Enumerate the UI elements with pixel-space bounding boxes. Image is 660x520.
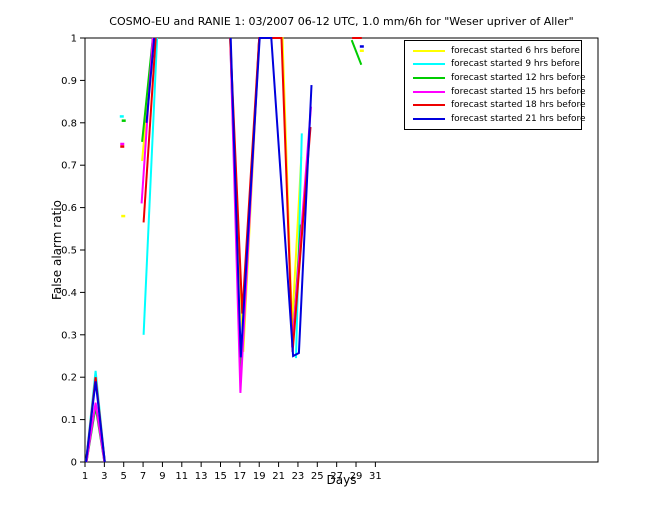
y-tick-label: 0.7 xyxy=(61,161,77,172)
y-tick-label: 0.1 xyxy=(61,415,77,426)
legend-label: forecast started 21 hrs before xyxy=(451,114,586,125)
legend-item: forecast started 15 hrs before xyxy=(405,85,586,98)
x-tick-label: 21 xyxy=(272,471,285,482)
legend-label: forecast started 18 hrs before xyxy=(451,100,586,111)
y-tick-label: 0.5 xyxy=(61,246,77,257)
x-tick-label: 23 xyxy=(292,471,305,482)
y-tick-label: 1 xyxy=(71,34,77,45)
x-tick-label: 25 xyxy=(311,471,324,482)
y-tick-label: 0.3 xyxy=(61,330,77,341)
legend-label: forecast started 12 hrs before xyxy=(451,73,586,84)
y-tick-label: 0.8 xyxy=(61,118,77,129)
y-tick-label: 0.6 xyxy=(61,203,77,214)
legend-line-swatch xyxy=(413,77,445,80)
y-tick-label: 0.4 xyxy=(61,288,77,299)
x-tick-label: 19 xyxy=(253,471,266,482)
legend-line-swatch xyxy=(413,49,445,52)
legend-label: forecast started 15 hrs before xyxy=(451,86,586,97)
legend-label: forecast started 6 hrs before xyxy=(451,45,580,56)
x-tick-label: 31 xyxy=(369,471,382,482)
x-tick-label: 9 xyxy=(159,471,165,482)
legend-item: forecast started 9 hrs before xyxy=(405,58,581,71)
series-line xyxy=(85,381,106,463)
series-line xyxy=(142,37,157,223)
legend-label: forecast started 9 hrs before xyxy=(451,59,580,70)
x-tick-label: 5 xyxy=(121,471,127,482)
x-tick-label: 17 xyxy=(234,471,247,482)
series-line xyxy=(350,39,363,66)
series-line xyxy=(85,402,106,463)
plot-title: COSMO-EU and RANIE 1: 03/2007 06-12 UTC,… xyxy=(109,15,574,28)
legend-item: forecast started 21 hrs before xyxy=(405,113,586,126)
legend-item: forecast started 12 hrs before xyxy=(405,72,586,85)
legend-line-swatch xyxy=(413,118,445,121)
x-tick-label: 15 xyxy=(214,471,227,482)
x-tick-label: 1 xyxy=(82,471,88,482)
y-axis-label: False alarm ratio xyxy=(50,200,64,300)
legend-item: forecast started 6 hrs before xyxy=(405,44,581,57)
y-tick-label: 0.2 xyxy=(61,373,77,384)
legend-line-swatch xyxy=(413,63,445,66)
y-tick-label: 0.9 xyxy=(61,76,77,87)
x-tick-label: 29 xyxy=(350,471,363,482)
legend-line-swatch xyxy=(413,90,445,93)
x-tick-label: 3 xyxy=(101,471,107,482)
x-tick-label: 11 xyxy=(175,471,188,482)
x-tick-label: 7 xyxy=(140,471,146,482)
legend-box: forecast started 6 hrs before forecast st… xyxy=(404,40,586,130)
x-tick-label: 13 xyxy=(195,471,208,482)
legend-item: forecast started 18 hrs before xyxy=(405,99,586,112)
series-line xyxy=(142,37,159,335)
series-line xyxy=(145,37,156,123)
y-tick-label: 0 xyxy=(71,458,77,469)
x-axis-label: Days xyxy=(326,473,357,487)
series-line xyxy=(229,37,313,358)
x-tick-label: 27 xyxy=(330,471,343,482)
legend-line-swatch xyxy=(413,104,445,107)
